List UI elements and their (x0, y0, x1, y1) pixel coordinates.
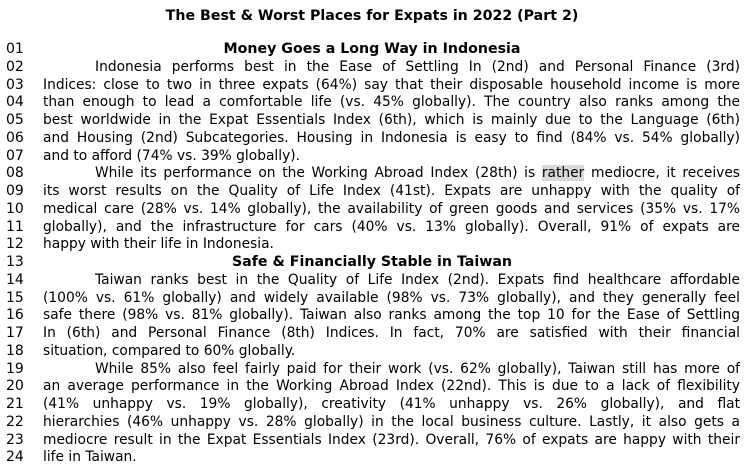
line-text: life in Taiwan. (43, 449, 137, 466)
line-text: safe there (98% vs. 81% globally). Taiwa… (43, 307, 740, 324)
document-line: 20 an average performance in the Working … (0, 377, 744, 395)
document-line: 22 hierarchies (46% unhappy vs. 28% globa… (0, 413, 744, 431)
document-title: The Best & Worst Places for Expats in 20… (165, 8, 579, 24)
document-line: 13 Safe & Financially Stable in Taiwan (0, 253, 744, 271)
document-line: 19 While 85% also feel fairly paid for th… (0, 360, 744, 378)
line-text: Taiwan ranks best in the Quality of Life… (95, 271, 740, 288)
section-heading: Money Goes a Long Way in Indonesia (223, 41, 521, 57)
line-text: and to afford (74% vs. 39% globally). (43, 147, 301, 164)
document-line: 23 mediocre result in the Expat Essential… (0, 431, 744, 449)
line-number: 14 (6, 271, 24, 288)
line-number: 19 (6, 360, 24, 377)
document-line: 06 and Housing (2nd) Subcategories. Housi… (0, 129, 744, 147)
line-number: 05 (6, 112, 24, 128)
document-line: 01 Money Goes a Long Way in Indonesia (0, 40, 744, 58)
line-number: 10 (6, 200, 24, 217)
line-number: 21 (6, 396, 24, 412)
line-number: 11 (6, 218, 24, 235)
document-line: 18 situation, compared to 60% globally. (0, 342, 744, 360)
line-text: its worst results on the Quality of Life… (43, 183, 740, 199)
line-text: mediocre result in the Expat Essentials … (43, 431, 740, 448)
line-text: (100% vs. 61% globally) and widely avail… (43, 289, 740, 306)
line-number: 02 (6, 58, 24, 75)
line-number: 18 (6, 342, 24, 359)
line-number: 08 (6, 165, 24, 182)
line-number: 01 (6, 41, 24, 57)
line-text: While 85% also feel fairly paid for thei… (95, 360, 740, 377)
line-text: Indices: close to two in three expats (6… (43, 76, 740, 93)
line-text: In (6th) and Personal Finance (8th) Indi… (43, 325, 740, 341)
document-line: 02 Indonesia performs best in the Ease of… (0, 58, 744, 76)
line-text: best worldwide in the Expat Essentials I… (43, 112, 740, 128)
line-number: 07 (6, 147, 24, 164)
document-line: 07 and to afford (74% vs. 39% globally). (0, 147, 744, 165)
line-number: 03 (6, 76, 24, 93)
line-number: 16 (6, 307, 24, 324)
line-number: 12 (6, 236, 24, 253)
document-line: 10 medical care (28% vs. 14% globally), t… (0, 200, 744, 218)
line-text: hierarchies (46% unhappy vs. 28% globall… (43, 413, 740, 430)
document-line: 05 best worldwide in the Expat Essentials… (0, 111, 744, 129)
document-line: 14 Taiwan ranks best in the Quality of Li… (0, 271, 744, 289)
line-number: 04 (6, 94, 24, 111)
document-line: 09 its worst results on the Quality of Li… (0, 182, 744, 200)
line-number: 20 (6, 378, 24, 395)
line-number: 09 (6, 183, 24, 199)
line-number: 17 (6, 325, 24, 341)
line-text: medical care (28% vs. 14% globally), the… (43, 200, 740, 217)
line-number: 13 (6, 254, 24, 270)
line-number: 22 (6, 413, 24, 430)
line-text: and Housing (2nd) Subcategories. Housing… (43, 129, 740, 146)
section-heading: Safe & Financially Stable in Taiwan (231, 254, 513, 270)
document-line: 11 globally), and the infrastructure for … (0, 218, 744, 236)
highlighted-word: rather (541, 165, 585, 182)
document-line: 12 happy with their life in Indonesia. (0, 235, 744, 253)
line-text: than enough to lead a comfortable life (… (43, 94, 740, 111)
line-text: (41% unhappy vs. 19% globally), creativi… (43, 396, 740, 412)
line-text: situation, compared to 60% globally. (43, 342, 296, 359)
document-line: 03 Indices: close to two in three expats … (0, 76, 744, 94)
line-text: an average performance in the Working Ab… (43, 378, 740, 395)
line-text: happy with their life in Indonesia. (43, 236, 274, 253)
document-line: 21 (41% unhappy vs. 19% globally), creati… (0, 395, 744, 413)
document-line: 08 While its performance on the Working A… (0, 164, 744, 182)
line-text: globally), and the infrastructure for ca… (43, 218, 740, 235)
document-line: 24 life in Taiwan. (0, 448, 744, 466)
line-text: Indonesia performs best in the Ease of S… (95, 58, 740, 75)
document-line: 04 than enough to lead a comfortable life… (0, 93, 744, 111)
line-number: 15 (6, 289, 24, 306)
line-text-part: While its performance on the Working Abr… (95, 165, 536, 182)
line-number: 06 (6, 129, 24, 146)
line-text: While its performance on the Working Abr… (43, 164, 740, 182)
document-line: 15 (100% vs. 61% globally) and widely ava… (0, 289, 744, 307)
line-number: 23 (6, 431, 24, 448)
line-number: 24 (6, 449, 24, 466)
document-line: 16 safe there (98% vs. 81% globally). Tai… (0, 306, 744, 324)
line-text-part: mediocre, it receives (591, 165, 740, 182)
document-line: 17 In (6th) and Personal Finance (8th) In… (0, 324, 744, 342)
